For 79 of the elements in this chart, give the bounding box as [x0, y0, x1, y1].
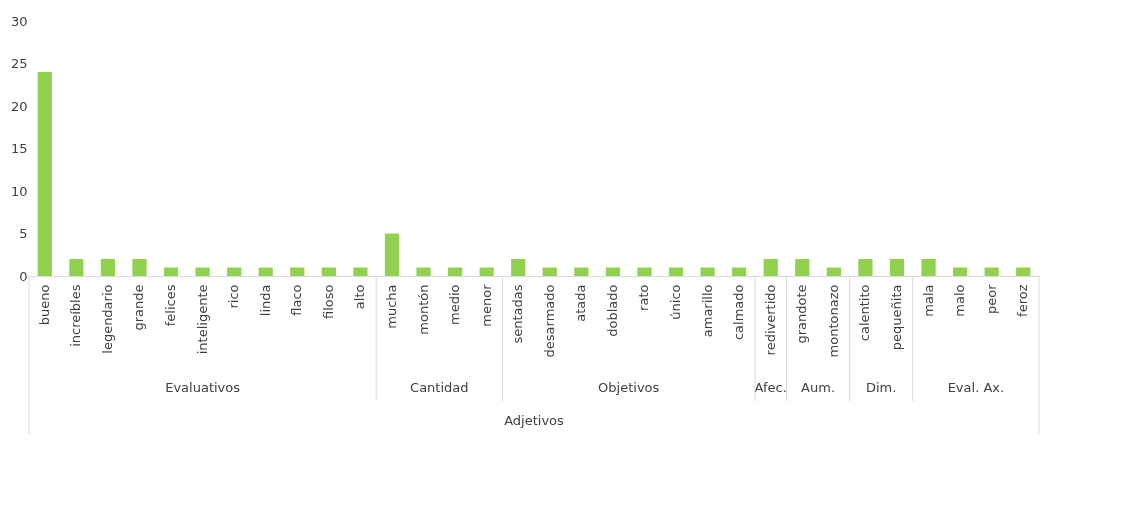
x-tick-label: alto [352, 284, 368, 310]
bar [416, 267, 431, 276]
x-tick-label: medio [447, 284, 463, 325]
bar [763, 259, 778, 276]
x-tick-label: rato [636, 284, 652, 311]
x-tick-label: legendario [99, 284, 115, 354]
y-tick-label: 10 [10, 183, 28, 199]
x-tick-label: amarillo [699, 284, 715, 338]
bar [290, 267, 305, 276]
x-tick-label: malo [952, 284, 968, 317]
x-tick-label: mucha [383, 284, 399, 329]
bar [447, 267, 463, 276]
bar [952, 267, 968, 276]
x-tick-label: linda [257, 284, 273, 317]
x-tick-label: calmado [731, 284, 747, 341]
x-tick-label: redivertido [762, 284, 778, 356]
y-tick-label: 15 [10, 141, 28, 156]
bar [479, 267, 494, 276]
bar [132, 259, 147, 276]
bar [1016, 267, 1031, 276]
x-tick-label: feroz [1015, 284, 1031, 317]
bar [100, 259, 116, 276]
bar [511, 259, 526, 276]
bar [921, 259, 936, 276]
x-tick-label: increíbles [68, 284, 84, 347]
x-tick-label: pequeñita [888, 284, 904, 351]
bar [700, 267, 715, 276]
text: Eval. Ax. [947, 380, 1005, 395]
bar [826, 267, 841, 276]
bar [195, 267, 210, 276]
x-tick-label: filoso [320, 284, 336, 319]
y-tick-label: 0 [19, 268, 28, 284]
text: Aum. [801, 380, 836, 395]
bar [984, 267, 999, 276]
bar [258, 267, 273, 276]
bar [668, 267, 684, 276]
x-tick-label: sentadas [510, 284, 526, 344]
x-tick-label: calentito [857, 284, 873, 342]
x-tick-label: bueno [36, 284, 52, 326]
bar [795, 259, 810, 276]
x-tick-label: grandote [794, 284, 810, 344]
bar [69, 259, 84, 276]
bar [384, 233, 400, 276]
bar [163, 267, 179, 276]
bar [858, 259, 873, 276]
bar [353, 267, 368, 276]
text: Evaluativos [165, 380, 241, 395]
text: Dim. [865, 380, 897, 395]
x-tick-label: inteligente [194, 284, 210, 355]
bar [37, 72, 52, 276]
bar [889, 259, 905, 276]
bar [574, 267, 589, 276]
x-tick-label: montonazo [825, 284, 841, 358]
x-tick-label: atada [573, 284, 589, 322]
x-tick-label: desarmado [541, 284, 557, 358]
text: Afec. [754, 380, 787, 395]
y-tick-label: 25 [10, 56, 28, 71]
text: Objetivos [598, 380, 660, 395]
bar [321, 267, 336, 276]
x-tick-label: único [668, 284, 684, 320]
x-tick-label: flaco [289, 284, 305, 316]
x-tick-label: doblado [604, 284, 620, 337]
y-tick-label: 30 [10, 13, 28, 29]
y-tick-label: 20 [10, 98, 28, 114]
bar [732, 267, 747, 276]
x-tick-label: grande [131, 284, 147, 331]
x-tick-label: felices [163, 284, 179, 327]
x-tick-label: mala [920, 284, 936, 317]
x-tick-label: rico [226, 284, 242, 309]
bar [637, 267, 652, 276]
x-tick-label: montón [415, 284, 431, 335]
bar [227, 267, 242, 276]
bar [605, 267, 621, 276]
x-axis-title: Adjetivos [504, 413, 565, 428]
x-tick-label: menor [478, 283, 494, 327]
text: Cantidad [410, 380, 469, 395]
x-tick-label: peor [983, 283, 999, 315]
bar [542, 267, 557, 276]
y-tick-label: 5 [19, 226, 28, 241]
